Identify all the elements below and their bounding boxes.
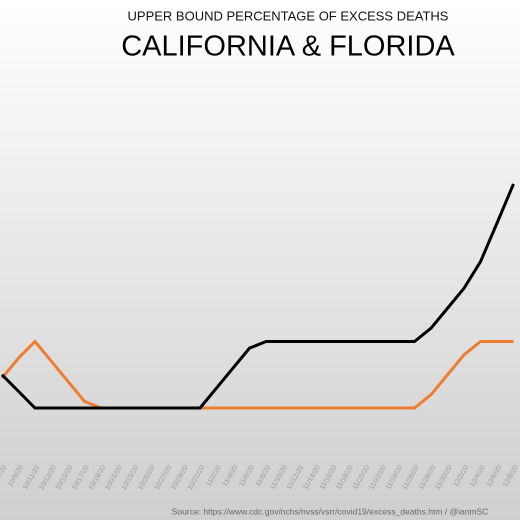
data-line [0, 339, 514, 410]
chart-subtitle: CALIFORNIA & FLORIDA [121, 31, 455, 63]
chart-title: UPPER BOUND PERCENTAGE OF EXCESS DEATHS [128, 8, 449, 23]
source-note: Source: https://www.cdc.gov/nchs/nvss/vs… [172, 506, 489, 516]
data-line [0, 183, 515, 410]
